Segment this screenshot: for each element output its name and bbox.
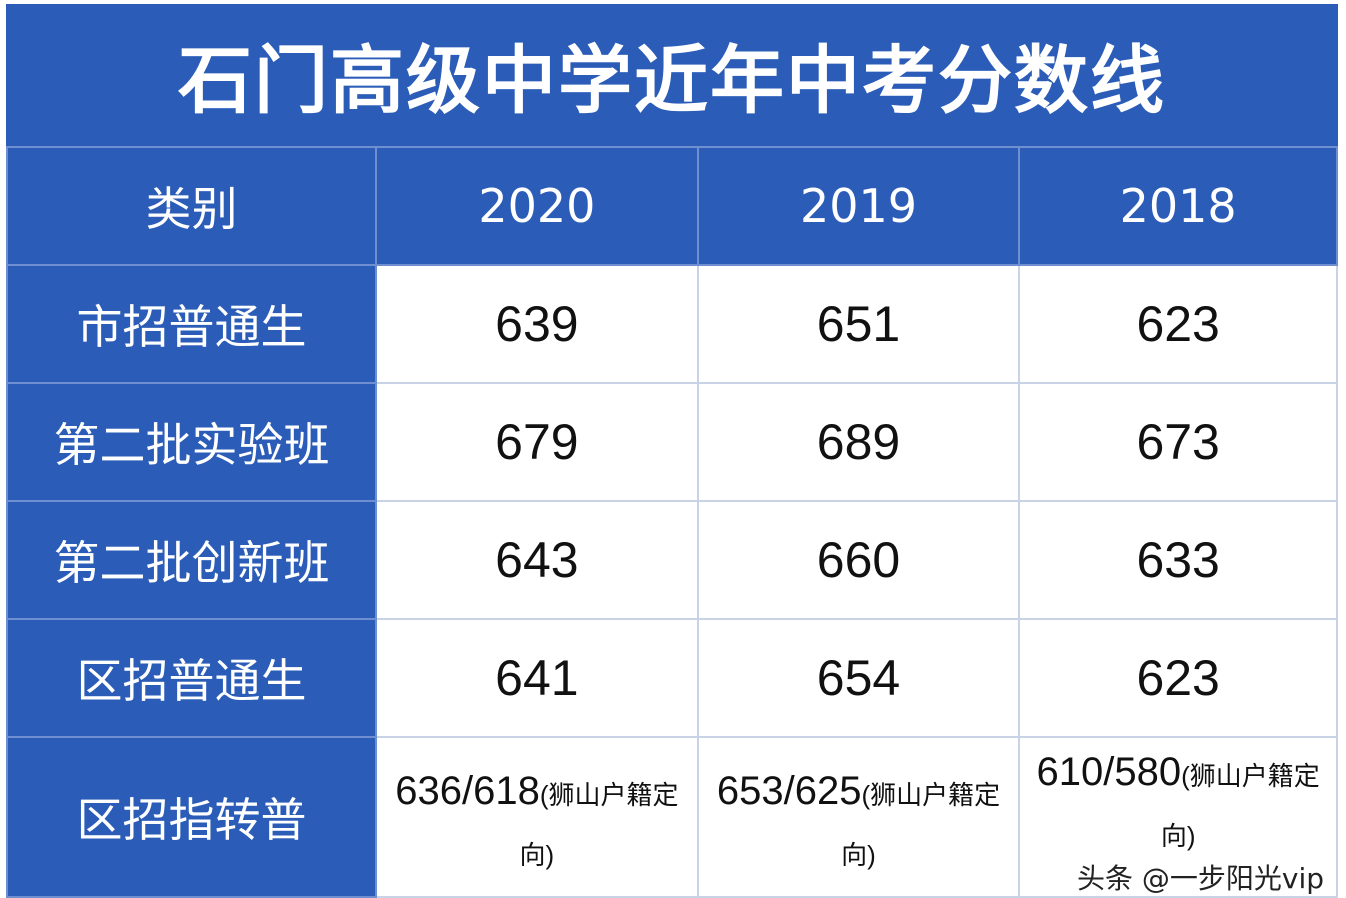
score-cell: 623	[1018, 264, 1338, 384]
category-cell: 市招普通生	[5, 264, 378, 384]
score-value: 636/618	[395, 768, 540, 813]
score-cell: 633	[1018, 500, 1338, 620]
score-cell: 636/618(狮山户籍定向)	[375, 736, 699, 898]
score-cell: 623	[1018, 618, 1338, 738]
category-cell: 区招指转普	[5, 736, 378, 898]
score-cell: 689	[696, 382, 1021, 502]
score-cell: 610/580(狮山户籍定向) 头条 @一步阳光vip	[1018, 736, 1338, 898]
score-value: 653/625	[716, 768, 862, 813]
table-header-row: 类别 2020 2019 2018	[5, 146, 1338, 266]
score-cell: 660	[696, 500, 1021, 620]
score-note: (狮山户籍定向)	[1160, 761, 1320, 851]
score-cell: 653/625(狮山户籍定向)	[696, 736, 1021, 898]
table-row: 区招指转普 636/618(狮山户籍定向) 653/625(狮山户籍定向) 61…	[5, 736, 1338, 898]
table-row: 第二批实验班 679 689 673	[5, 382, 1338, 502]
column-header: 2018	[1018, 146, 1338, 266]
score-cell: 679	[375, 382, 699, 502]
watermark: 头条 @一步阳光vip	[1076, 862, 1324, 895]
score-table-card: 石门高级中学近年中考分数线 类别 2020 2019 2018 市招普通生 63…	[5, 4, 1338, 898]
score-table: 类别 2020 2019 2018 市招普通生 639 651 623 第二批实…	[5, 146, 1338, 898]
score-cell: 641	[375, 618, 699, 738]
table-row: 市招普通生 639 651 623	[5, 264, 1338, 384]
score-note: (狮山户籍定向)	[841, 779, 1001, 870]
score-note: (狮山户籍定向)	[519, 779, 679, 870]
category-cell: 第二批实验班	[5, 382, 378, 502]
column-header: 类别	[5, 146, 378, 266]
score-cell: 654	[696, 618, 1021, 738]
table-row: 区招普通生 641 654 623	[5, 618, 1338, 738]
page-title: 石门高级中学近年中考分数线	[178, 37, 1166, 124]
score-cell: 651	[696, 264, 1021, 384]
column-header: 2020	[375, 146, 699, 266]
score-cell: 643	[375, 500, 699, 620]
score-cell: 673	[1018, 382, 1338, 502]
category-cell: 区招普通生	[5, 618, 378, 738]
score-value: 610/580	[1036, 750, 1182, 794]
score-cell: 639	[375, 264, 699, 384]
table-row: 第二批创新班 643 660 633	[5, 500, 1338, 620]
column-header: 2019	[696, 146, 1021, 266]
category-cell: 第二批创新班	[5, 500, 378, 620]
